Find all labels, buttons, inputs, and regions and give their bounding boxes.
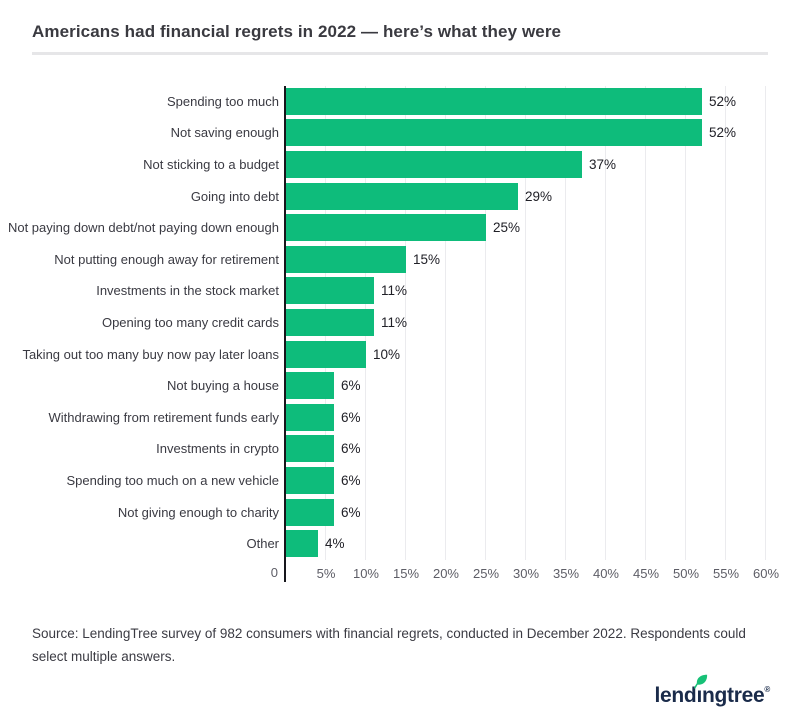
category-label: Investments in crypto <box>156 441 279 457</box>
chart-row: 6% <box>286 401 766 433</box>
value-label: 52% <box>709 93 737 109</box>
category-label: Not saving enough <box>170 125 279 141</box>
chart-row: 4% <box>286 528 766 560</box>
chart-row: 6% <box>286 465 766 497</box>
plot-area: 52% 52% 37% 29% 25% 15% 11% 11% 10% 6% 6% 6% 6% 6% 4% … <box>284 85 779 586</box>
bar <box>286 340 366 368</box>
value-label: 29% <box>524 188 553 204</box>
value-label: 52% <box>709 125 737 141</box>
bar <box>286 245 406 273</box>
bar <box>286 214 486 242</box>
title-divider <box>32 51 768 55</box>
chart-row: 6% <box>286 433 766 465</box>
y-axis-line <box>284 85 286 582</box>
x-tick-label: 10% <box>352 566 379 582</box>
x-tick-label: 40% <box>592 566 619 582</box>
category-label: Opening too many credit cards <box>101 315 279 330</box>
leaf-icon <box>694 674 708 689</box>
chart-row: 52% <box>286 86 766 118</box>
chart-row: 52% <box>286 117 766 149</box>
x-tick-label: 35% <box>552 566 580 582</box>
bar <box>286 403 334 431</box>
x-tick-label: 45% <box>632 566 660 582</box>
source-note: Source: LendingTree survey of 982 consum… <box>32 626 746 664</box>
category-label: Investments in the stock market <box>96 283 279 299</box>
category-label: Not putting enough away for retirement <box>54 251 279 267</box>
bar <box>286 498 334 526</box>
x-tick-label: 20% <box>432 566 459 582</box>
category-label: Going into debt <box>190 188 279 204</box>
value-label: 6% <box>341 504 361 520</box>
logo-text-after: ngtree <box>702 684 765 707</box>
registered-mark: ® <box>764 685 770 694</box>
value-label: 11% <box>380 283 408 299</box>
category-label: Spending too much on a new vehicle <box>66 472 279 488</box>
value-label: 4% <box>325 536 345 552</box>
category-label: Withdrawing from retirement funds early <box>48 409 279 425</box>
bar <box>286 151 582 179</box>
bar <box>286 309 374 336</box>
category-label: Not giving enough to charity <box>117 504 279 520</box>
bar <box>286 277 374 305</box>
chart-row: 25% <box>286 212 766 244</box>
chart-row: 11% <box>286 307 766 339</box>
value-label: 25% <box>493 220 521 236</box>
chart-row: 10% <box>286 338 766 370</box>
lendingtree-wordmark: lendıngtree® <box>654 674 770 708</box>
chart-row: 6% <box>286 496 766 528</box>
bar <box>286 372 334 400</box>
logo-dotless-i: ı <box>696 684 702 707</box>
x-tick-label: 55% <box>712 566 740 582</box>
x-tick-label: 30% <box>512 566 540 582</box>
bar-chart: Spending too much Not saving enough Not st… <box>7 85 779 586</box>
page-title: Americans had financial regrets in 2022 … <box>32 22 562 41</box>
chart-row: 11% <box>286 275 766 307</box>
category-label: Not buying a house <box>166 378 279 394</box>
logo-text-before: lend <box>654 684 697 707</box>
chart-row: 15% <box>286 244 766 276</box>
bar <box>286 466 334 494</box>
x-tick-label: 15% <box>392 566 420 582</box>
chart-row: 37% <box>286 149 766 181</box>
category-label: Taking out too many buy now pay later lo… <box>22 346 279 362</box>
value-label: 10% <box>373 346 401 362</box>
x-tick-label: 50% <box>672 566 700 582</box>
value-label: 6% <box>341 441 361 457</box>
category-label: Other <box>246 536 279 552</box>
category-labels-column: Spending too much Not saving enough Not st… <box>7 86 286 586</box>
x-tick-label: 5% <box>316 566 336 582</box>
bar <box>286 530 318 558</box>
bar <box>286 87 702 115</box>
chart-row: 6% <box>286 370 766 402</box>
category-label: Not sticking to a budget <box>143 157 279 173</box>
header: Americans had financial regrets in 2022 … <box>0 0 800 55</box>
bar-rows: 52% 52% 37% 29% 25% 15% 11% 11% 10% 6% 6% 6% 6% 6% 4% <box>286 86 766 560</box>
x-axis-ticks: 5% 10% 15% 20% 25% 30% 35% 40% 45% 50% 55% 60% <box>286 559 779 585</box>
bar <box>286 435 334 463</box>
x-tick-label: 60% <box>752 566 780 582</box>
value-label: 6% <box>341 378 361 394</box>
value-label: 6% <box>341 472 361 488</box>
lendingtree-logo: lendıngtree® <box>654 671 770 707</box>
category-label: Not paying down debt/not paying down eno… <box>7 220 279 236</box>
bar <box>286 119 702 147</box>
bar <box>286 182 518 210</box>
value-label: 15% <box>413 251 441 267</box>
value-label: 37% <box>589 157 617 173</box>
value-label: 11% <box>380 315 408 330</box>
value-label: 6% <box>341 409 361 425</box>
category-label: Spending too much <box>166 93 279 109</box>
x-tick-label: 25% <box>472 566 500 582</box>
chart-row: 29% <box>286 180 766 212</box>
x-tick-zero: 0 <box>270 565 278 581</box>
